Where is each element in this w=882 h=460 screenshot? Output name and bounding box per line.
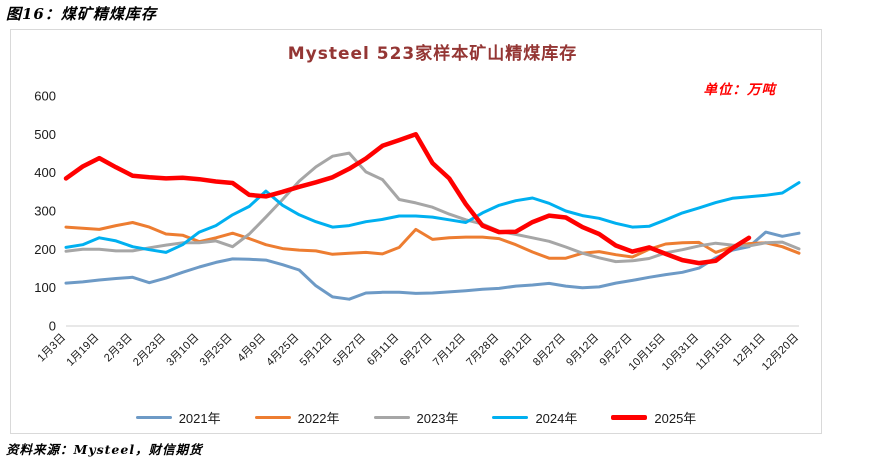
series-line-2023年 [64, 151, 801, 264]
legend-swatch [492, 416, 529, 419]
x-axis-label: 7月12日 [431, 332, 468, 369]
x-axis-label: 5月27日 [331, 332, 368, 369]
y-axis-tick-label: 500 [34, 127, 56, 142]
legend-label: 2024年 [535, 411, 578, 426]
source-note: 资料来源：Mysteel，财信期货 [6, 442, 203, 457]
unit-label: 单位：万吨 [703, 82, 776, 98]
legend-item-2024年: 2024年 [492, 408, 577, 427]
x-axis-label: 4月25日 [264, 332, 301, 369]
legend-item-2023年: 2023年 [373, 408, 459, 427]
x-axis-label: 2月23日 [131, 332, 168, 369]
legend-item-2022年: 2022年 [254, 408, 340, 427]
x-axis-label: 6月27日 [398, 332, 435, 369]
legend-label: 2023年 [416, 411, 459, 426]
x-axis-label: 8月12日 [498, 332, 535, 369]
x-axis-label: 4月9日 [235, 332, 268, 365]
series-line-2021年 [64, 230, 801, 301]
series-line-2025年 [63, 132, 752, 266]
x-axis-label: 6月11日 [365, 332, 401, 368]
y-axis-tick-label: 400 [34, 165, 56, 180]
chart-panel: Mysteel 523家样本矿山精煤库存 单位：万吨 0 100 200 300 400… [10, 29, 822, 434]
legend-item-2021年: 2021年 [135, 408, 221, 427]
x-axis-label: 5月12日 [298, 332, 335, 369]
y-axis-tick-label: 200 [34, 242, 56, 257]
x-axis-label: 8月27日 [531, 332, 568, 369]
y-axis-tick-label: 0 [49, 319, 56, 334]
x-axis-label: 12月20日 [760, 332, 801, 373]
y-axis-tick-label: 600 [34, 89, 56, 104]
figure-caption: 图16：煤矿精煤库存 [6, 5, 157, 23]
legend-item-2025年: 2025年 [611, 408, 696, 427]
y-axis-tick-label: 100 [34, 280, 56, 295]
legend-label: 2025年 [654, 411, 697, 426]
legend-swatch [135, 416, 172, 419]
legend-label: 2022年 [297, 411, 340, 426]
x-axis-label: 3月25日 [198, 332, 235, 369]
series-line-2022年 [64, 221, 801, 260]
series-line-2024年 [64, 181, 801, 254]
x-axis-label: 3月10日 [164, 332, 201, 369]
x-axis-label: 11月15日 [694, 332, 735, 373]
legend-swatch [611, 415, 648, 420]
chart-legend: 2021年 2022年 2023年 2024年 2025年 [11, 408, 821, 427]
x-axis-label: 9月12日 [564, 332, 601, 369]
legend-swatch [254, 416, 291, 419]
legend-label: 2021年 [178, 411, 221, 426]
legend-swatch [373, 416, 410, 419]
chart-title: Mysteel 523家样本矿山精煤库存 [287, 44, 578, 64]
x-axis-label: 10月31日 [660, 332, 701, 373]
x-axis-label: 1月19日 [64, 332, 101, 369]
x-axis-label: 2月3日 [102, 332, 135, 365]
x-axis-label: 7月28日 [464, 332, 501, 369]
x-axis-label: 1月3日 [35, 332, 68, 365]
y-axis-tick-label: 300 [34, 204, 56, 219]
